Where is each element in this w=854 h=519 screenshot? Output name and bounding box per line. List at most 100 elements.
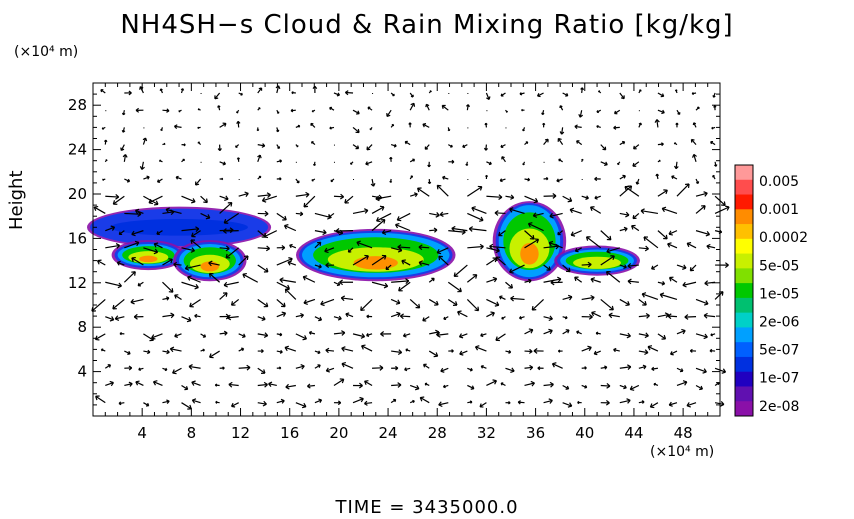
wind-vector-head <box>558 159 561 162</box>
wind-vector <box>219 161 226 165</box>
wind-vector-head <box>625 211 630 216</box>
wind-vector-head <box>567 294 573 298</box>
wind-vector-head <box>623 226 628 230</box>
wind-vector <box>576 140 583 146</box>
colorbar-swatch <box>735 268 753 284</box>
wind-vector-head <box>436 212 440 216</box>
wind-vector-head <box>606 251 611 254</box>
wind-vector <box>537 92 544 97</box>
wind-vector <box>257 144 265 147</box>
wind-vector <box>647 346 659 352</box>
wind-vector <box>619 227 628 232</box>
wind-vector-head <box>121 148 125 152</box>
wind-vector-head <box>653 383 656 386</box>
wind-vector-head <box>128 90 132 94</box>
wind-vector <box>112 298 125 310</box>
wind-vector-head <box>223 161 226 165</box>
wind-vector-head <box>704 333 708 338</box>
wind-vector-head <box>608 312 613 316</box>
wind-vector <box>714 402 725 406</box>
wind-vector-head <box>419 397 423 402</box>
wind-vector-head <box>357 128 360 133</box>
wind-vector-head <box>642 364 647 367</box>
wind-vector <box>348 247 354 253</box>
wind-vector <box>459 333 468 338</box>
wind-vector-head <box>381 229 386 234</box>
wind-vector-head <box>668 230 672 235</box>
wind-vector-head <box>94 205 99 208</box>
wind-vector-head <box>284 345 289 349</box>
wind-vector <box>467 212 484 221</box>
wind-vector-head <box>138 369 141 371</box>
wind-vector-head <box>667 315 672 320</box>
wind-vector-head <box>117 285 122 289</box>
wind-vector-head <box>408 122 411 125</box>
wind-vector-head <box>214 97 219 100</box>
colorbar-swatch <box>735 209 753 225</box>
wind-vector <box>524 230 535 240</box>
wind-vector <box>549 212 563 217</box>
wind-vector <box>662 207 678 214</box>
wind-vector-head <box>510 295 515 299</box>
wind-vector <box>485 92 490 100</box>
wind-vector <box>162 314 175 318</box>
wind-vector <box>324 247 335 253</box>
wind-vector <box>706 245 716 249</box>
wind-vector-head <box>390 180 393 183</box>
wind-vector-head <box>153 243 157 248</box>
y-tick-label: 12 <box>68 274 87 292</box>
wind-vector-head <box>585 236 589 241</box>
wind-vector-head <box>439 214 444 217</box>
wind-vector <box>418 261 430 266</box>
wind-vector <box>695 333 708 338</box>
wind-vector-dot <box>353 179 355 181</box>
wind-vector-head <box>341 330 346 334</box>
wind-vector-head <box>207 214 211 219</box>
wind-vector-head <box>532 234 535 240</box>
wind-vector <box>660 293 678 301</box>
wind-vector <box>543 383 554 387</box>
wind-vector-head <box>510 283 513 289</box>
wind-vector-head <box>217 105 220 108</box>
wind-vector <box>352 333 365 338</box>
wind-vector-head <box>405 278 410 282</box>
wind-vector-head <box>567 405 572 408</box>
wind-vector <box>276 312 286 318</box>
wind-vector-head <box>208 262 212 267</box>
colorbar-label: 0.005 <box>759 174 799 190</box>
wind-vector <box>153 381 163 387</box>
wind-vector-head <box>595 332 599 335</box>
y-tick-label: 24 <box>68 141 87 159</box>
wind-vector-head <box>100 89 103 93</box>
wind-vector <box>219 247 230 250</box>
wind-vector <box>570 230 582 236</box>
wind-vector-head <box>303 205 309 208</box>
wind-vector-head <box>665 190 668 195</box>
wind-vector-head <box>442 176 445 180</box>
wind-vector-head <box>436 300 439 305</box>
wind-vector <box>352 209 368 215</box>
wind-vector <box>124 241 140 249</box>
wind-vector-head <box>488 96 491 100</box>
wind-vector-head <box>379 365 384 369</box>
wind-vector-head <box>640 208 645 212</box>
wind-vector <box>581 346 592 352</box>
x-axis-unit: (×10⁴ m) <box>650 444 715 460</box>
wind-vector-head <box>519 317 522 320</box>
wind-vector-group <box>91 85 730 410</box>
wind-vector-head <box>224 198 229 201</box>
y-tick-label: 8 <box>77 318 87 336</box>
wind-vector-head <box>338 232 343 236</box>
wind-vector-head <box>448 129 451 132</box>
wind-vector <box>447 298 458 306</box>
wind-vector-head <box>705 300 709 305</box>
wind-vector <box>640 210 659 215</box>
wind-vector-head <box>531 305 534 311</box>
wind-vector <box>469 228 487 232</box>
wind-vector <box>466 299 479 312</box>
wind-vector-head <box>174 125 178 130</box>
wind-vector-head <box>324 247 328 252</box>
wind-vector-head <box>702 371 707 374</box>
wind-vector-head <box>190 239 193 245</box>
wind-vector-head <box>425 148 429 150</box>
